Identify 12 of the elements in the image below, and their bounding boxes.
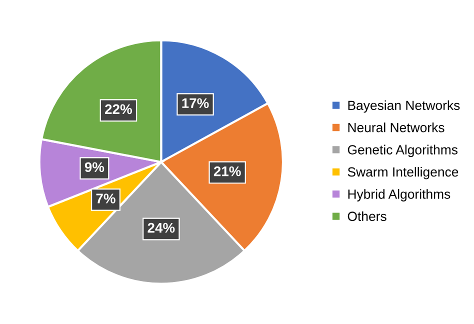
data-label: 17% bbox=[182, 98, 209, 108]
data-label: 22% bbox=[105, 104, 132, 114]
data-label: 24% bbox=[148, 222, 175, 233]
legend-label: Genetic Algorithms bbox=[348, 144, 458, 158]
legend-label: Neural Networks bbox=[348, 122, 444, 132]
data-label: 7% bbox=[96, 194, 116, 204]
legend-label: Hybrid Algorithms bbox=[348, 189, 450, 202]
legend-label: Swarm Intelligence bbox=[348, 166, 458, 180]
legend-label: Bayesian Networks bbox=[348, 100, 460, 113]
data-label: 21% bbox=[214, 166, 241, 176]
data-label: 9% bbox=[84, 162, 104, 172]
legend-label: Others bbox=[348, 211, 386, 222]
